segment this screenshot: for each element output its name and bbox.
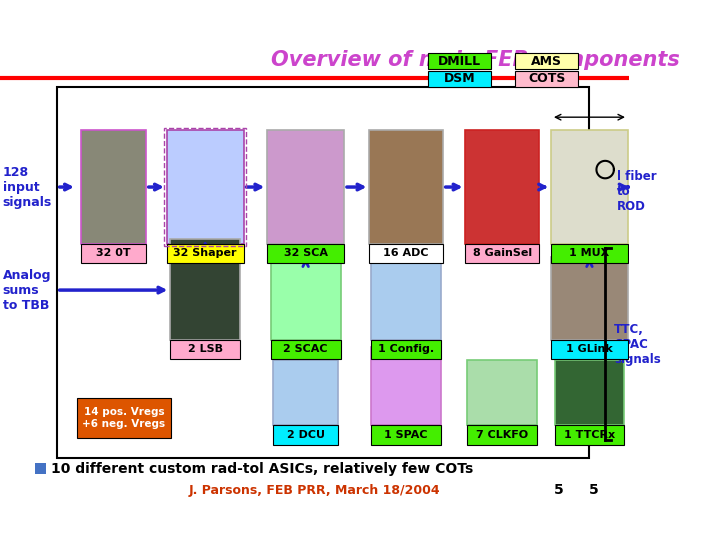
Text: 1 MUX: 1 MUX: [570, 248, 610, 259]
Text: Overview of main FEB components: Overview of main FEB components: [271, 50, 680, 70]
Text: 2 LSB: 2 LSB: [188, 345, 222, 354]
Bar: [167, 130, 243, 244]
Text: 14 pos. Vregs
+6 neg. Vregs: 14 pos. Vregs +6 neg. Vregs: [83, 407, 166, 429]
Bar: [554, 426, 624, 444]
Text: COTS: COTS: [528, 72, 565, 85]
Bar: [273, 360, 338, 426]
Text: 32 Shaper: 32 Shaper: [174, 248, 237, 259]
Text: J. Parsons, FEB PRR, March 18/2004: J. Parsons, FEB PRR, March 18/2004: [189, 483, 440, 497]
Text: 1 TTCRx: 1 TTCRx: [564, 430, 615, 440]
Bar: [171, 340, 240, 359]
Bar: [516, 53, 578, 69]
Bar: [273, 426, 338, 444]
Bar: [551, 244, 628, 263]
Bar: [428, 71, 491, 86]
Bar: [467, 426, 537, 444]
Text: DMILL: DMILL: [438, 55, 481, 68]
Bar: [81, 244, 146, 263]
Text: 1 GLink: 1 GLink: [566, 345, 613, 354]
Text: 7 CLKFO: 7 CLKFO: [476, 430, 528, 440]
Text: Analog
sums
to TBB: Analog sums to TBB: [3, 268, 51, 312]
Text: 32 0T: 32 0T: [96, 248, 131, 259]
Text: 5: 5: [589, 483, 599, 497]
Bar: [554, 360, 624, 426]
Bar: [35, 463, 46, 474]
Bar: [371, 340, 441, 359]
Bar: [267, 130, 344, 244]
Text: 2 DCU: 2 DCU: [287, 430, 325, 440]
Bar: [271, 257, 341, 340]
Text: TTC,
SPAC
signals: TTC, SPAC signals: [614, 323, 661, 366]
Text: 5: 5: [554, 483, 564, 497]
Bar: [81, 130, 146, 244]
Text: 16 ADC: 16 ADC: [383, 248, 429, 259]
Text: 2 SCAC: 2 SCAC: [284, 345, 328, 354]
Text: 1 SPAC: 1 SPAC: [384, 430, 428, 440]
Bar: [57, 86, 590, 458]
Bar: [369, 244, 444, 263]
Bar: [267, 244, 344, 263]
Bar: [369, 130, 444, 244]
Text: 10 different custom rad-tol ASICs, relatively few COTs: 10 different custom rad-tol ASICs, relat…: [50, 462, 473, 476]
Text: 128
input
signals: 128 input signals: [3, 166, 52, 208]
Bar: [77, 399, 171, 437]
Bar: [167, 244, 243, 263]
Bar: [271, 340, 341, 359]
Bar: [465, 130, 539, 244]
Text: 32 SCA: 32 SCA: [284, 248, 328, 259]
Bar: [371, 347, 441, 426]
Bar: [551, 130, 628, 244]
Bar: [551, 257, 628, 340]
Bar: [465, 244, 539, 263]
Text: DSM: DSM: [444, 72, 475, 85]
Bar: [516, 71, 578, 86]
Text: AMS: AMS: [531, 55, 562, 68]
Bar: [164, 127, 246, 246]
Bar: [428, 53, 491, 69]
Text: l fiber
to
ROD: l fiber to ROD: [616, 170, 656, 213]
Bar: [171, 239, 240, 340]
Bar: [371, 257, 441, 340]
Text: 1 Config.: 1 Config.: [378, 345, 434, 354]
Text: 8 GainSel: 8 GainSel: [472, 248, 531, 259]
Bar: [551, 340, 628, 359]
Bar: [371, 426, 441, 444]
Bar: [467, 360, 537, 426]
